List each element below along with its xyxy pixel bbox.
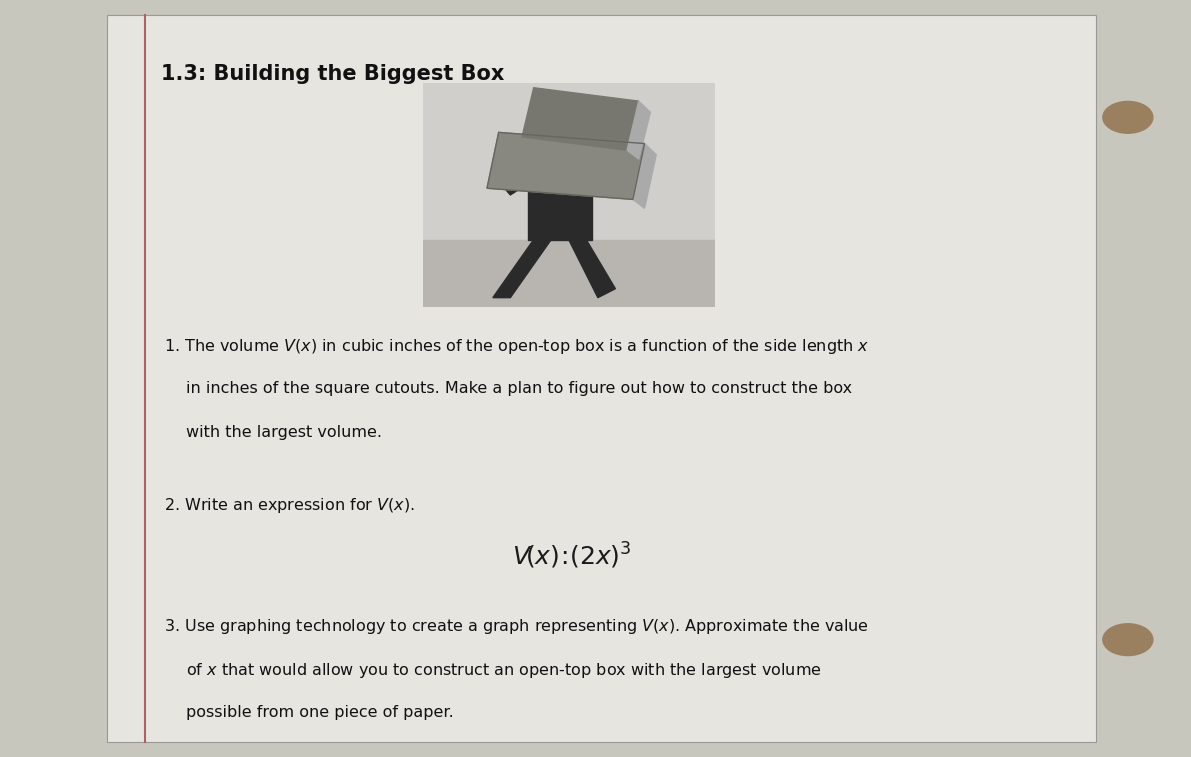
Bar: [423, 239, 715, 307]
Bar: [528, 177, 592, 239]
Text: 1.3: Building the Biggest Box: 1.3: Building the Biggest Box: [161, 64, 504, 84]
Text: in inches of the square cutouts. Make a plan to figure out how to construct the : in inches of the square cutouts. Make a …: [186, 381, 852, 396]
Text: 3. Use graphing technology to create a graph representing $\mathit{V}$($\mathit{: 3. Use graphing technology to create a g…: [164, 617, 869, 636]
Text: 1. The volume $\mathit{V}$($\mathit{x}$) in cubic inches of the open-top box is : 1. The volume $\mathit{V}$($\mathit{x}$)…: [164, 337, 869, 356]
Polygon shape: [493, 239, 551, 298]
Ellipse shape: [542, 154, 578, 177]
Text: with the largest volume.: with the largest volume.: [186, 425, 382, 440]
Polygon shape: [505, 177, 528, 195]
Text: $V\!(x)\!:\!(2x)^3$: $V\!(x)\!:\!(2x)^3$: [512, 541, 631, 572]
Polygon shape: [586, 177, 610, 195]
Text: of $\mathit{x}$ that would allow you to construct an open-top box with the large: of $\mathit{x}$ that would allow you to …: [186, 661, 822, 680]
Text: possible from one piece of paper.: possible from one piece of paper.: [186, 705, 454, 720]
Polygon shape: [626, 101, 650, 159]
Polygon shape: [569, 239, 616, 298]
Polygon shape: [522, 88, 638, 151]
Polygon shape: [487, 132, 644, 199]
Bar: [423, 83, 715, 239]
Polygon shape: [632, 144, 656, 208]
Text: 2. Write an expression for $\mathit{V}$($\mathit{x}$).: 2. Write an expression for $\mathit{V}$(…: [164, 496, 416, 515]
